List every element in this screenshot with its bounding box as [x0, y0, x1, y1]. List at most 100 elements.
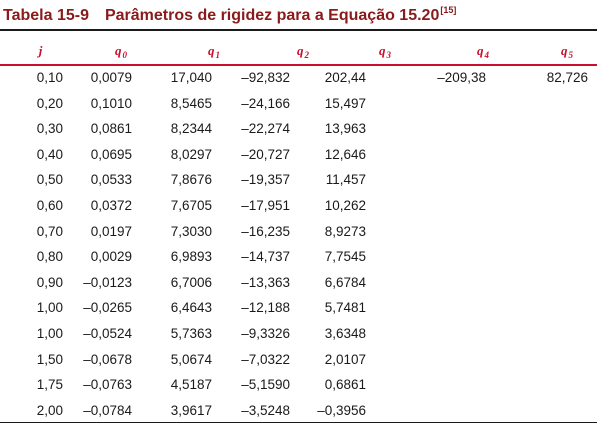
column-subscript: 3 — [386, 50, 392, 60]
table-cell: 10,262 — [324, 197, 366, 213]
table-cell: –92,832 — [241, 70, 290, 85]
table-cell: 7,3030 — [170, 223, 212, 239]
table-cell: 11,457 — [325, 172, 366, 188]
table-title: Tabela 15-9 Parâmetros de rigidez para a … — [3, 5, 456, 25]
table-cell: –0,0784 — [83, 402, 132, 418]
table-cell: 5,7481 — [324, 300, 366, 316]
column-symbol: q — [208, 43, 215, 58]
table-cell: 0,1010 — [90, 95, 132, 111]
table-cell: 6,7006 — [170, 274, 212, 290]
table-row: 1,50 –0,0678 5,0674 –7,0322 2,0107 — [0, 348, 597, 374]
table-row: 0,90 –0,0123 6,7006 –13,363 6,6784 — [0, 271, 597, 297]
table-cell: –5,1590 — [241, 377, 290, 393]
column-symbol: q — [297, 43, 304, 58]
table-cell: –3,5248 — [241, 402, 290, 418]
table-cell: 17,040 — [170, 70, 212, 85]
column-header-6: q5 — [561, 43, 573, 60]
table-row: 1,75 –0,0763 4,5187 –5,1590 0,6861 — [0, 373, 597, 399]
column-subscript: 5 — [568, 50, 574, 60]
table-row: 0,70 0,0197 7,3030 –16,235 8,9273 — [0, 220, 597, 246]
table-cell: 13,963 — [324, 121, 366, 137]
table-row: 2,00 –0,0784 3,9617 –3,5248 –0,3956 — [0, 399, 597, 425]
table-cell: 2,0107 — [324, 351, 366, 367]
table-cell: 15,497 — [324, 95, 366, 111]
table-cell: 0,50 — [36, 172, 63, 188]
table-cell: –0,0763 — [83, 377, 132, 393]
table-cell: –20,727 — [241, 146, 290, 162]
table-cell: 7,8676 — [170, 172, 212, 188]
table-body: 0,10 0,0079 17,040 –92,832 202,44 –209,38 82,7… — [0, 66, 597, 424]
table-cell: 8,2344 — [170, 121, 212, 137]
table-cell: –19,357 — [241, 172, 290, 188]
table-cell: –209,38 — [437, 70, 486, 85]
table-cell: 6,4643 — [170, 300, 212, 316]
table-row: 1,00 –0,0265 6,4643 –12,188 5,7481 — [0, 296, 597, 322]
table-cell: –0,3956 — [317, 402, 366, 418]
table-cell: 0,0533 — [90, 172, 132, 188]
table-cell: –24,166 — [241, 95, 290, 111]
column-subscript: 2 — [304, 50, 310, 60]
table-cell: 7,7545 — [324, 249, 366, 265]
table-cell: –9,3326 — [241, 325, 290, 341]
table-row: 0,30 0,0861 8,2344 –22,274 13,963 — [0, 117, 597, 143]
table-cell: 12,646 — [324, 146, 366, 162]
table-cell: 8,5465 — [170, 95, 212, 111]
table-cell: 0,30 — [36, 121, 63, 137]
table-cell: 1,00 — [36, 300, 63, 316]
table-bottom-rule — [0, 422, 597, 423]
column-subscript: 4 — [484, 50, 490, 60]
table-cell: –0,0524 — [83, 325, 132, 341]
table-cell: 1,75 — [36, 377, 63, 393]
column-symbol: q — [379, 43, 386, 58]
column-symbol: q — [115, 43, 122, 58]
table-cell: 0,10 — [36, 70, 63, 85]
table-cell: 0,80 — [36, 249, 63, 265]
table-cell: 5,7363 — [170, 325, 212, 341]
column-subscript: 1 — [215, 50, 221, 60]
table-row: 0,80 0,0029 6,9893 –14,737 7,7545 — [0, 245, 597, 271]
column-header-4: q3 — [379, 43, 391, 60]
table-label: Tabela 15-9 — [3, 7, 89, 24]
table-cell: –0,0678 — [83, 351, 132, 367]
table-cell: –17,951 — [241, 197, 290, 213]
table-cell: 0,70 — [36, 223, 63, 239]
table-row: 0,20 0,1010 8,5465 –24,166 15,497 — [0, 92, 597, 118]
table-row: 0,60 0,0372 7,6705 –17,951 10,262 — [0, 194, 597, 220]
table-header-row: j q0 q1 q2 q3 q4 q5 — [0, 31, 597, 66]
table-reference: [15] — [440, 5, 457, 15]
table-cell: 3,9617 — [170, 402, 212, 418]
table-cell: 0,90 — [36, 274, 63, 290]
table-cell: 0,0197 — [90, 223, 132, 239]
table-cell: 2,00 — [36, 402, 63, 418]
table-cell: 0,0372 — [90, 197, 132, 213]
column-symbol: j — [38, 43, 43, 58]
column-symbol: q — [477, 43, 484, 58]
table-cell: 0,40 — [36, 146, 63, 162]
table-cell: –14,737 — [241, 249, 290, 265]
column-header-3: q2 — [297, 43, 309, 60]
table-cell: 0,0861 — [90, 121, 132, 137]
table-cell: –22,274 — [241, 121, 290, 137]
column-header-5: q4 — [477, 43, 489, 60]
table-cell: 7,6705 — [170, 197, 212, 213]
table-cell: –16,235 — [241, 223, 290, 239]
table-cell: 82,726 — [546, 70, 588, 85]
column-header-2: q1 — [208, 43, 220, 60]
table-row: 0,50 0,0533 7,8676 –19,357 11,457 — [0, 168, 597, 194]
table-cell: 0,0695 — [90, 146, 132, 162]
table-cell: 1,50 — [36, 351, 63, 367]
table-row: 1,00 –0,0524 5,7363 –9,3326 3,6348 — [0, 322, 597, 348]
table-title-bar: Tabela 15-9 Parâmetros de rigidez para a … — [0, 0, 597, 31]
table-cell: –0,0265 — [83, 300, 132, 316]
table-cell: –13,363 — [241, 274, 290, 290]
table-row: 0,10 0,0079 17,040 –92,832 202,44 –209,38 82,7… — [0, 66, 597, 92]
table-cell: 0,6861 — [324, 377, 366, 393]
table-cell: –0,0123 — [83, 274, 132, 290]
column-header-0: j — [39, 43, 44, 60]
table-cell: 8,0297 — [170, 146, 212, 162]
table-cell: 0,0029 — [90, 249, 132, 265]
column-header-1: q0 — [115, 43, 127, 60]
table-cell: 0,60 — [36, 197, 63, 213]
column-subscript: 0 — [122, 50, 128, 60]
table-cell: 5,0674 — [170, 351, 212, 367]
